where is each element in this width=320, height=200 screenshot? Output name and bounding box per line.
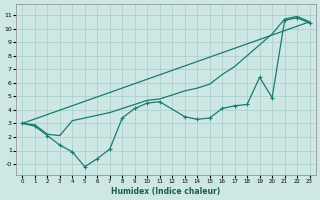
X-axis label: Humidex (Indice chaleur): Humidex (Indice chaleur) bbox=[111, 187, 220, 196]
